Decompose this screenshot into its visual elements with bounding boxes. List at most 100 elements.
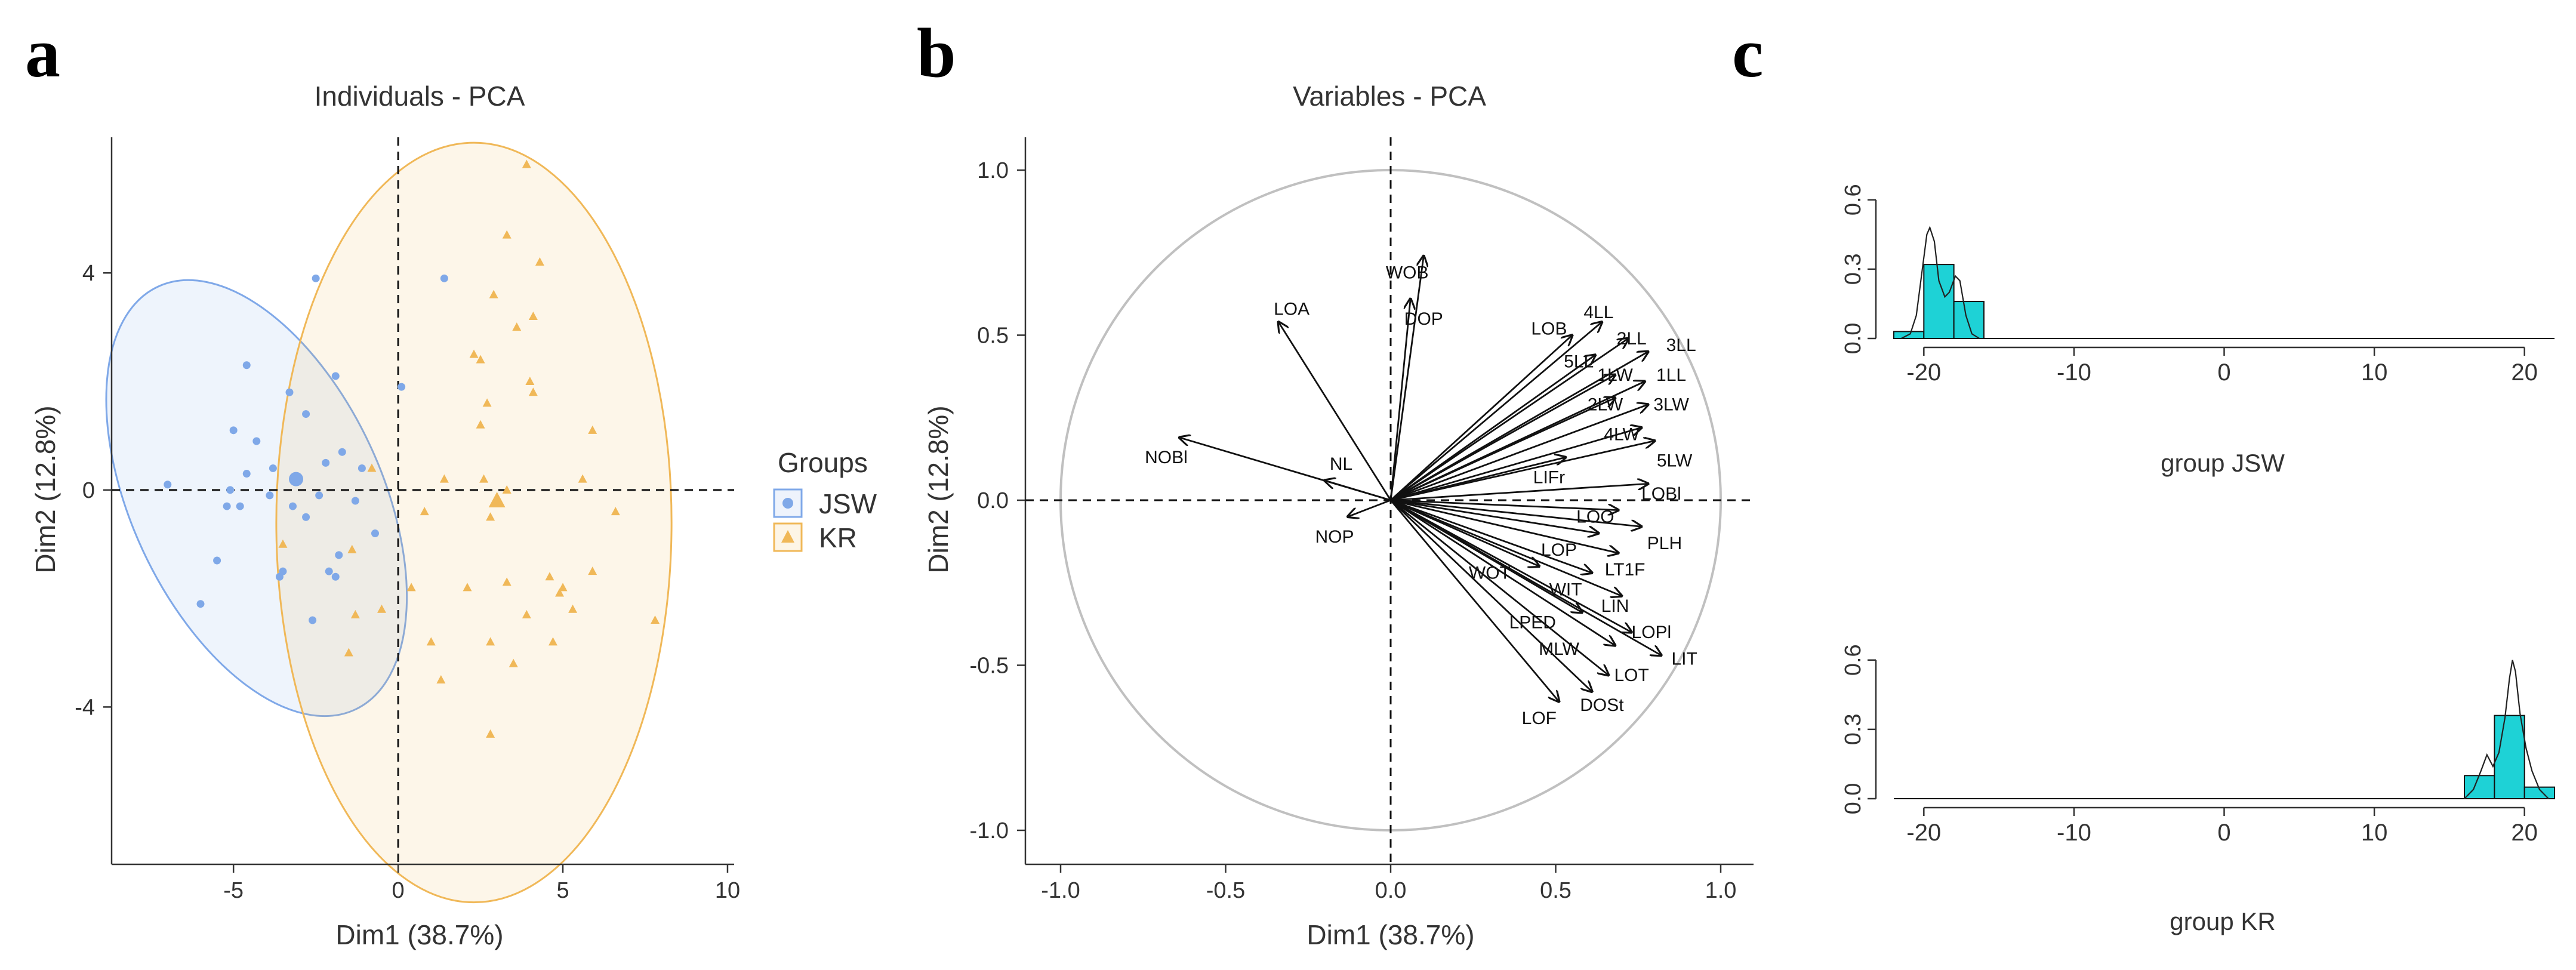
variable-label: LOBl — [1641, 484, 1681, 504]
y-tick-label: 0 — [82, 478, 95, 503]
variable-arrow-lifr — [1390, 457, 1566, 501]
x-tick-label: 0 — [2217, 820, 2230, 846]
variable-arrow-lof — [1389, 500, 1559, 701]
data-point-kr — [406, 583, 416, 592]
y-tick-label: 0.0 — [977, 488, 1009, 513]
variable-arrow-nop — [1348, 499, 1391, 517]
y-tick-label: 0.6 — [1841, 184, 1866, 215]
data-point-kr — [486, 512, 495, 521]
data-point-jsw — [302, 410, 310, 418]
variable-arrow-loo — [1390, 499, 1619, 510]
variable-label: NOBl — [1145, 448, 1188, 467]
variable-label: WOB — [1386, 263, 1429, 282]
data-point-jsw — [275, 572, 284, 581]
variable-label: LOPl — [1632, 623, 1672, 642]
variable-label: LOT — [1614, 666, 1649, 685]
data-point-kr — [476, 420, 485, 429]
variable-arrow-wit — [1390, 499, 1592, 573]
variable-label: LIFr — [1533, 467, 1565, 487]
legend-key-jsw — [773, 488, 803, 518]
data-point-kr — [578, 474, 587, 483]
variable-label: LOB — [1531, 319, 1567, 338]
variable-label: 1LL — [1656, 365, 1686, 385]
data-point-jsw — [236, 502, 244, 510]
data-point-kr — [367, 463, 377, 472]
data-point-kr — [512, 322, 522, 331]
variable-arrow-lot — [1390, 499, 1609, 675]
chart-a-title: Individuals - PCA — [315, 81, 525, 112]
y-tick-label: -1.0 — [970, 818, 1009, 843]
y-tick-label: 0.0 — [1841, 323, 1866, 355]
data-point-jsw — [398, 383, 406, 391]
chart-c1-xlabel: group JSW — [2161, 449, 2285, 477]
x-tick-label: 0.0 — [1375, 878, 1407, 903]
data-point-kr — [502, 577, 511, 586]
variable-label: LPED — [1509, 613, 1556, 633]
variable-arrow-lt1f — [1390, 499, 1619, 553]
variable-label: 3LL — [1666, 335, 1696, 355]
data-point-jsw — [252, 437, 261, 445]
chart-c2-xlabel: group KR — [2170, 907, 2275, 935]
variable-arrow-dop — [1389, 299, 1410, 501]
variable-arrow-2lw — [1390, 398, 1615, 501]
data-point-kr — [476, 355, 485, 364]
data-point-jsw — [213, 556, 221, 565]
x-tick-label: -10 — [2057, 820, 2091, 846]
data-point-jsw — [335, 551, 343, 559]
data-point-kr — [486, 729, 495, 738]
data-point-kr — [489, 290, 498, 298]
variable-arrow-mlw — [1390, 499, 1615, 645]
variable-label: NOP — [1315, 527, 1354, 547]
data-point-kr — [528, 311, 538, 320]
x-tick-label: 0 — [2217, 359, 2230, 386]
confidence-ellipse-jsw — [105, 279, 408, 718]
variable-arrow-5ll — [1390, 355, 1595, 501]
data-point-kr — [548, 637, 557, 646]
variable-label: 4LL — [1583, 303, 1613, 322]
data-point-kr — [486, 637, 495, 646]
x-tick-label: -20 — [1906, 820, 1941, 846]
variable-arrow-4lw — [1390, 427, 1641, 501]
legend-label-kr: KR — [819, 522, 857, 553]
centroid-jsw — [289, 472, 304, 486]
variable-arrow-loa — [1278, 322, 1392, 501]
variable-arrow-lit — [1390, 499, 1661, 655]
data-point-jsw — [196, 600, 205, 608]
data-point-jsw — [358, 464, 366, 472]
x-tick-label: -1.0 — [1041, 878, 1080, 903]
x-tick-label: -10 — [2057, 359, 2091, 386]
variable-arrow-nl — [1324, 481, 1391, 501]
data-point-kr — [482, 398, 492, 407]
data-point-kr — [568, 604, 578, 613]
variable-arrow-plh — [1390, 499, 1641, 526]
y-tick-label: 4 — [82, 261, 95, 286]
histogram-jsw-chart: group JSW -20 -10 0 10 20 0.0 0.3 0.6 — [1841, 184, 2555, 477]
data-point-jsw — [312, 274, 320, 282]
density-curve — [2464, 660, 2549, 799]
variable-arrow-5lw — [1390, 441, 1654, 501]
data-point-jsw — [269, 464, 277, 472]
data-point-kr — [522, 609, 531, 618]
y-tick-label: 0.3 — [1841, 713, 1866, 745]
legend-marker-jsw — [782, 498, 793, 509]
data-point-kr — [426, 637, 436, 646]
x-tick-label: 5 — [556, 878, 569, 903]
y-tick-label: -4 — [75, 695, 95, 720]
data-point-jsw — [309, 616, 317, 624]
data-point-kr — [555, 588, 565, 597]
chart-b-ylabel: Dim2 (12.8%) — [923, 405, 954, 573]
data-point-jsw — [351, 497, 359, 505]
variable-arrow-lobl — [1390, 484, 1648, 501]
data-point-kr — [528, 387, 538, 396]
data-point-kr — [377, 604, 387, 613]
variable-label: MLW — [1539, 639, 1579, 659]
variable-arrow-1lw — [1390, 375, 1615, 501]
data-point-kr — [535, 257, 544, 266]
data-point-jsw — [331, 372, 340, 380]
variable-label: 5LL — [1564, 352, 1594, 372]
data-point-jsw — [223, 502, 231, 510]
data-point-kr — [479, 474, 489, 483]
data-point-kr — [522, 159, 531, 168]
panel-label-b: b — [917, 14, 956, 92]
data-point-jsw — [266, 491, 274, 500]
